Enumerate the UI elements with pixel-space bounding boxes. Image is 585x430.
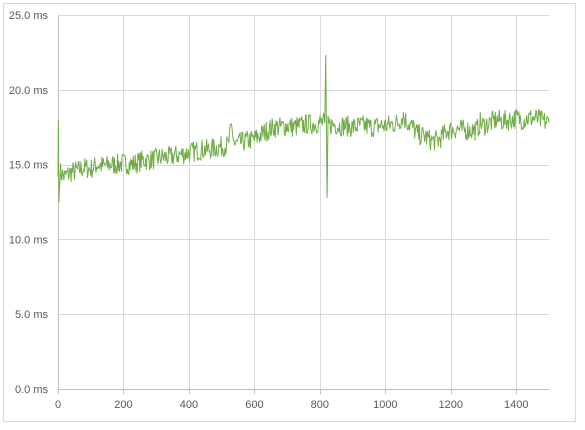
- y-tick-label: 15.0 ms: [9, 160, 49, 172]
- x-tick-label: 0: [55, 399, 61, 411]
- series-layer: [57, 54, 550, 203]
- tick-label-layer: 0.0 ms 5.0 ms 10.0 ms 15.0 ms 20.0 ms 25.0 ms…: [9, 10, 529, 411]
- series-line: [57, 54, 550, 203]
- y-tick-label: 5.0 ms: [15, 309, 49, 321]
- x-tick-label: 200: [114, 399, 132, 411]
- y-tick-label: 0.0 ms: [15, 384, 49, 396]
- chart-frame: [3, 3, 576, 422]
- y-tick-label: 25.0 ms: [9, 10, 49, 22]
- y-tick-label: 10.0 ms: [9, 234, 49, 246]
- x-tick-label: 1200: [439, 399, 463, 411]
- x-tick-label: 1000: [373, 399, 397, 411]
- x-tick-label: 400: [180, 399, 198, 411]
- grid-layer: [58, 15, 549, 389]
- x-tick-label: 1400: [504, 399, 528, 411]
- x-tick-label: 600: [245, 399, 263, 411]
- x-tick-label: 800: [311, 399, 329, 411]
- y-tick-label: 20.0 ms: [9, 85, 49, 97]
- axis-layer: [58, 15, 549, 394]
